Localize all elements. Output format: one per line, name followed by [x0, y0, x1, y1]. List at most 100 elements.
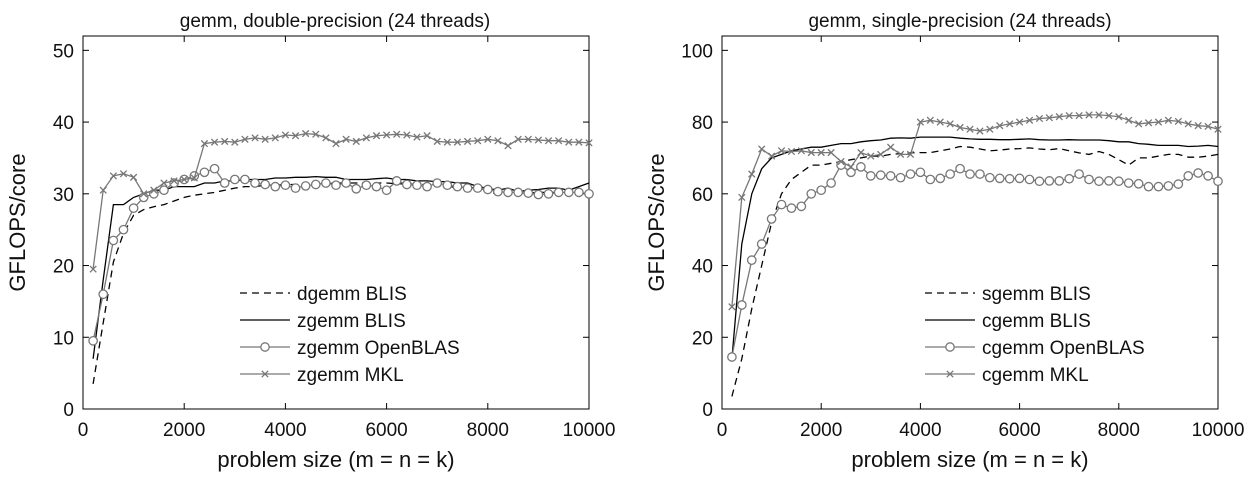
data-point: [748, 170, 756, 178]
data-point: [827, 148, 835, 157]
data-point: [118, 224, 129, 235]
y-tick-label: 20: [692, 328, 713, 349]
data-point: [504, 142, 512, 150]
data-point: [976, 127, 984, 135]
data-point: [867, 152, 875, 160]
legend-label: cgemm BLIS: [982, 311, 1091, 332]
data-point: [955, 163, 965, 174]
data-point: [1074, 169, 1084, 179]
legend-label: zgemm BLIS: [297, 311, 406, 332]
data-point: [109, 172, 118, 180]
data-point: [99, 186, 107, 194]
data-point: [796, 201, 807, 212]
data-point: [777, 147, 786, 155]
x-tick-label: 8000: [467, 420, 509, 441]
data-point: [128, 203, 139, 214]
data-point: [915, 167, 926, 178]
data-point: [503, 187, 513, 198]
data-point: [382, 131, 391, 139]
data-point: [817, 148, 825, 157]
data-point: [1154, 118, 1163, 126]
data-point: [728, 303, 736, 311]
data-point: [1054, 176, 1065, 186]
data-point: [290, 183, 301, 193]
data-point: [986, 125, 994, 133]
data-point: [1204, 122, 1212, 131]
y-tick-label: 10: [53, 328, 74, 349]
data-point: [994, 173, 1005, 184]
x-tick-label: 6000: [998, 420, 1040, 441]
data-point: [896, 150, 905, 159]
data-point: [1153, 181, 1164, 192]
data-point: [926, 116, 934, 124]
data-point: [984, 172, 995, 183]
data-point: [1034, 176, 1045, 187]
data-point: [250, 178, 260, 188]
data-point: [482, 184, 493, 195]
data-point: [271, 134, 279, 142]
data-point: [88, 336, 98, 346]
data-point: [1014, 173, 1025, 184]
data-point: [219, 178, 230, 188]
data-point: [432, 178, 443, 188]
legend-label: cgemm OpenBLAS: [982, 338, 1145, 359]
data-point: [352, 137, 360, 146]
y-axis-label: GFLOPS/core: [5, 153, 30, 291]
series-cgemm-mkl: [728, 111, 1222, 311]
legend-label: zgemm OpenBLAS: [297, 338, 460, 359]
data-point: [916, 118, 925, 126]
data-point: [1075, 111, 1083, 120]
data-point: [1084, 174, 1094, 185]
data-point: [1006, 120, 1014, 128]
legend-marker: [945, 342, 955, 352]
data-point: [1064, 173, 1075, 184]
legend-label: cgemm MKL: [982, 365, 1089, 386]
data-point: [391, 176, 402, 186]
data-point: [1044, 176, 1055, 186]
data-point: [514, 135, 522, 143]
y-tick-label: 80: [692, 113, 713, 134]
data-point: [1105, 111, 1113, 120]
legend-entry: cgemm MKL: [925, 365, 1089, 386]
data-point: [260, 179, 271, 190]
data-point: [280, 180, 291, 191]
data-point: [758, 145, 766, 153]
data-point: [322, 134, 330, 142]
data-point: [1123, 178, 1134, 188]
x-tick-label: 2000: [800, 420, 842, 441]
data-point: [935, 173, 946, 184]
data-point: [270, 181, 281, 192]
data-point: [98, 289, 109, 300]
data-point: [847, 163, 855, 171]
legend-entry: dgemm BLIS: [240, 284, 407, 305]
data-point: [291, 132, 300, 140]
y-tick-label: 40: [53, 113, 74, 134]
data-point: [170, 177, 178, 185]
data-point: [342, 135, 350, 143]
data-point: [474, 137, 482, 145]
data-point: [806, 188, 817, 199]
y-tick-label: 50: [53, 41, 74, 62]
data-point: [776, 199, 787, 210]
data-point: [574, 187, 584, 198]
data-point: [975, 169, 985, 179]
data-point: [393, 130, 401, 138]
data-point: [180, 175, 188, 184]
data-point: [523, 188, 534, 198]
data-point: [422, 181, 432, 192]
series-cgemm-blis: [731, 136, 1219, 359]
legend-marker: [946, 370, 954, 378]
data-point: [1045, 114, 1054, 122]
plot-frame: [82, 35, 590, 410]
data-point: [553, 187, 564, 198]
legend-label: sgemm BLIS: [982, 284, 1091, 305]
data-point: [361, 180, 372, 191]
data-point: [413, 133, 421, 141]
data-point: [857, 148, 865, 157]
data-point: [119, 170, 128, 178]
data-point: [554, 137, 563, 145]
data-point: [965, 169, 975, 179]
data-point: [846, 167, 856, 178]
x-tick-label: 0: [717, 420, 728, 441]
